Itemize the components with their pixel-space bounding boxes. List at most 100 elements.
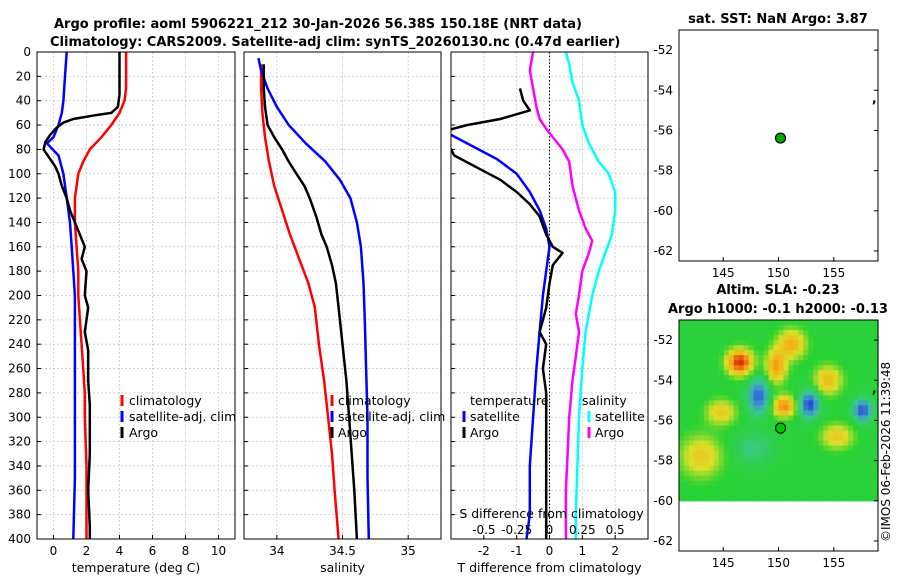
heatmap-cell: [843, 335, 849, 341]
heatmap-cell: [728, 425, 735, 432]
heatmap-cell: [768, 335, 775, 341]
heatmap-cell: [723, 460, 730, 467]
heatmap-cell: [838, 415, 844, 422]
heatmap-cell: [798, 365, 804, 371]
heatmap-cell: [728, 335, 735, 341]
heatmap-cell: [823, 370, 829, 376]
heatmap-cell: [833, 360, 839, 366]
series-group: [451, 52, 617, 539]
heatmap-cell: [833, 415, 839, 422]
heatmap-cell: [788, 365, 795, 371]
heatmap-cell: [773, 345, 780, 351]
heatmap-cell: [713, 450, 720, 457]
heatmap-cell: [863, 395, 869, 401]
heatmap-cell: [728, 355, 735, 361]
heatmap-cell: [813, 365, 819, 371]
x-tick-label: -2: [478, 544, 490, 558]
heatmap-cell: [763, 370, 770, 376]
heatmap-cell: [873, 480, 879, 487]
watermark: ©IMOS 06-Feb-2026 11:39:48: [879, 362, 893, 542]
series-satellite-adj-clim: [45, 52, 77, 539]
heatmap-cell: [798, 360, 804, 366]
heatmap-cell: [763, 490, 770, 497]
heatmap-cell: [863, 470, 869, 477]
heatmap-cell: [763, 465, 770, 472]
heatmap-cell: [823, 320, 829, 326]
heatmap-cell: [873, 345, 879, 351]
heatmap-cell: [733, 395, 740, 401]
heatmap-cell: [768, 330, 775, 336]
heatmap-cell: [848, 375, 854, 381]
heatmap-cell: [723, 365, 730, 371]
heatmap-cell: [793, 390, 799, 396]
heatmap-cell: [758, 335, 765, 341]
x-tick-label: 10: [211, 544, 226, 558]
y-tick-label: -62: [653, 244, 673, 258]
x-tick-label: 1: [579, 544, 587, 558]
heatmap-cell: [723, 415, 730, 422]
heatmap-cell: [853, 410, 859, 417]
heatmap-cell: [793, 470, 799, 477]
heatmap-cell: [728, 400, 735, 406]
heatmap-cell: [683, 410, 690, 417]
heatmap-cell: [793, 405, 799, 411]
heatmap-cell: [718, 485, 725, 492]
heatmap-cell: [838, 420, 844, 427]
heatmap-cell: [738, 360, 745, 366]
heatmap-cell: [718, 400, 725, 406]
heatmap-cell: [828, 490, 834, 497]
heatmap-cell: [783, 495, 790, 502]
heatmap-cell: [693, 410, 700, 417]
heatmap-cell: [713, 345, 720, 351]
heatmap-cell: [803, 345, 809, 351]
heatmap-cell: [708, 395, 715, 401]
heatmap-cell: [833, 370, 839, 376]
heatmap-cell: [758, 480, 765, 487]
heatmap-cell: [798, 340, 804, 346]
y-tick-label: -58: [653, 164, 673, 178]
heatmap-cell: [768, 400, 775, 406]
heatmap-cell: [768, 465, 775, 472]
heatmap-cell: [833, 320, 839, 326]
heatmap-cell: [838, 370, 844, 376]
heatmap-cell: [833, 400, 839, 406]
heatmap-cell: [679, 325, 685, 331]
heatmap-cell: [743, 395, 750, 401]
heatmap-cell: [693, 415, 700, 422]
heatmap-cell: [703, 395, 710, 401]
heatmap-cell: [853, 430, 859, 437]
heatmap-cell: [688, 470, 695, 477]
heatmap-cell: [853, 470, 859, 477]
heatmap-cell: [743, 350, 750, 356]
heatmap-cell: [713, 485, 720, 492]
heatmap-cell: [753, 400, 760, 406]
heatmap-cell: [838, 405, 844, 411]
heatmap-cell: [753, 445, 760, 452]
heatmap-cell: [798, 395, 804, 401]
heatmap-cell: [738, 375, 745, 381]
heatmap-cell: [708, 350, 715, 356]
heatmap-cell: [738, 430, 745, 437]
heatmap-cell: [833, 465, 839, 472]
heatmap-cell: [768, 355, 775, 361]
heatmap-cell: [768, 460, 775, 467]
heatmap-cell: [873, 325, 879, 331]
heatmap-cell: [743, 380, 750, 386]
heatmap-cell: [748, 355, 755, 361]
heatmap-cell: [818, 345, 824, 351]
heatmap-cell: [838, 475, 844, 482]
heatmap-cell: [693, 430, 700, 437]
heatmap-cell: [768, 340, 775, 346]
heatmap-cell: [788, 435, 795, 442]
sla-map-title: Altim. SLA: -0.23: [716, 283, 839, 298]
heatmap-cell: [679, 425, 685, 432]
heatmap-cell: [693, 405, 700, 411]
heatmap-cell: [738, 415, 745, 422]
heatmap-cell: [873, 435, 879, 442]
heatmap-cell: [813, 335, 819, 341]
heatmap-cell: [783, 390, 790, 396]
x-tick-label: 145: [712, 556, 735, 570]
heatmap-cell: [833, 430, 839, 437]
heatmap-cell: [798, 330, 804, 336]
heatmap-cell: [858, 495, 864, 502]
